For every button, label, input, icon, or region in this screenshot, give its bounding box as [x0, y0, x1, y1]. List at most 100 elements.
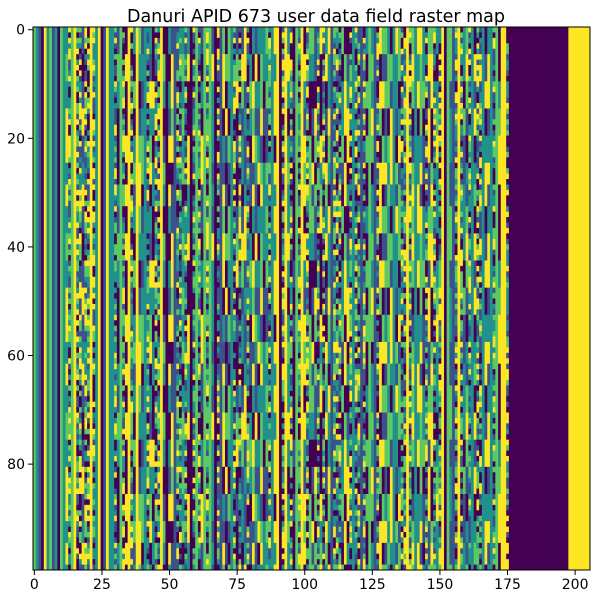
raster-cell [176, 27, 180, 33]
raster-cell [262, 564, 266, 571]
raster-cell [130, 515, 134, 522]
raster-cell [335, 559, 339, 565]
raster-cell [379, 135, 383, 164]
raster-cell [357, 461, 361, 468]
raster-cell [130, 439, 134, 446]
raster-cell [362, 493, 366, 500]
raster-cell [306, 27, 310, 33]
raster-cell [84, 407, 88, 413]
raster-cell [338, 86, 342, 93]
raster-cell [76, 385, 80, 392]
raster-cell [322, 374, 326, 381]
raster-cell [376, 445, 380, 451]
raster-cell [192, 113, 196, 120]
raster-cell [281, 504, 285, 511]
raster-cell [68, 559, 72, 565]
raster-cell [395, 184, 399, 207]
raster-cell [289, 179, 293, 185]
raster-cell [400, 135, 404, 142]
raster-cell [297, 276, 302, 283]
raster-cell [333, 439, 337, 446]
raster-cell [154, 249, 158, 256]
raster-cell [87, 331, 91, 337]
raster-cell [206, 320, 210, 327]
raster-cell [289, 434, 293, 441]
raster-cell [268, 130, 272, 136]
raster-cell [398, 206, 402, 234]
raster-cell [233, 97, 237, 104]
raster-cell [149, 314, 153, 343]
raster-cell [192, 531, 196, 538]
raster-cell [316, 119, 321, 126]
raster-cell [76, 211, 80, 218]
raster-cell [92, 249, 96, 256]
raster-cell [268, 499, 272, 506]
raster-cell [362, 423, 366, 430]
raster-cell [192, 385, 196, 392]
raster-cell [154, 347, 158, 354]
raster-cell [297, 303, 302, 310]
raster-cell [68, 499, 72, 506]
raster-cell [400, 531, 404, 538]
raster-cell [243, 341, 247, 365]
raster-cell [130, 227, 134, 234]
raster-cell [338, 124, 342, 131]
raster-cell [78, 217, 83, 223]
raster-cell [206, 341, 210, 348]
raster-cell [376, 417, 380, 424]
raster-cell [68, 450, 72, 457]
raster-cell [76, 276, 80, 283]
raster-cell [146, 466, 150, 473]
raster-cell [338, 336, 342, 343]
raster-cell [260, 564, 264, 571]
raster-cell [362, 303, 366, 310]
raster-cell [130, 542, 134, 549]
raster-cell [216, 423, 220, 430]
raster-cell [362, 206, 366, 213]
raster-cell [233, 542, 237, 549]
raster-cell [333, 162, 337, 169]
raster-cell [92, 374, 96, 381]
raster-cell [238, 320, 242, 327]
raster-cell [400, 217, 404, 223]
raster-cell [306, 548, 310, 555]
raster-cell [76, 119, 80, 126]
raster-cell [338, 43, 342, 50]
raster-cell [389, 162, 394, 185]
raster-cell [157, 37, 161, 44]
raster-cell [398, 27, 402, 55]
raster-cell [354, 461, 358, 468]
raster-cell [233, 233, 237, 240]
raster-cell [76, 189, 80, 196]
raster-cell [157, 499, 161, 506]
raster-cell [130, 352, 134, 359]
raster-cell [146, 233, 150, 240]
raster-cell [319, 466, 323, 495]
raster-cell [157, 531, 161, 538]
raster-cell [184, 401, 188, 408]
raster-cell [238, 450, 242, 457]
raster-column [95, 27, 99, 570]
raster-cell [257, 542, 261, 565]
raster-cell [243, 466, 247, 495]
raster-cell [306, 396, 310, 403]
raster-cell [316, 407, 321, 413]
raster-cell [124, 341, 129, 365]
raster-cell [170, 363, 174, 386]
raster-cell [338, 423, 342, 430]
raster-cell [76, 510, 80, 517]
raster-cell [325, 233, 329, 261]
raster-cell [76, 141, 80, 147]
raster-cell [149, 233, 153, 261]
raster-cell [335, 162, 339, 169]
raster-cell [146, 526, 150, 533]
raster-cell [289, 222, 293, 229]
raster-cell [400, 445, 404, 451]
raster-cell [354, 412, 358, 419]
raster-cell [333, 206, 337, 213]
raster-cell [206, 48, 210, 55]
raster-cell [265, 521, 269, 544]
raster-cell [233, 32, 237, 39]
raster-cell [122, 309, 126, 316]
raster-cell [122, 325, 126, 332]
